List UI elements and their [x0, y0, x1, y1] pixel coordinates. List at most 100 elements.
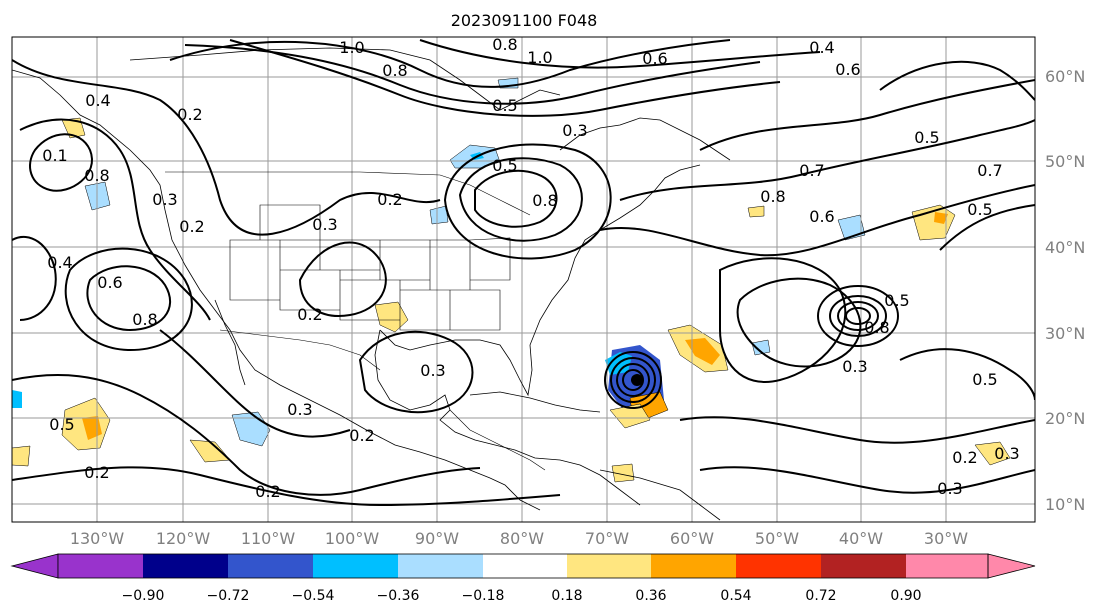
coastline-quebec — [559, 117, 731, 161]
contour-label: 0.2 — [177, 105, 202, 124]
colorbar-tick-label: 0.54 — [720, 588, 751, 604]
contour-label: 0.1 — [42, 146, 67, 165]
shade-patch-yellow-cyclone — [609, 403, 651, 429]
contour-label: 0.2 — [84, 463, 109, 482]
contour-label: 0.8 — [864, 318, 889, 337]
shade-patch-yellow-alaska — [61, 117, 86, 139]
shade-patch-blue-small — [751, 339, 771, 356]
coastline-mexico-central-america — [374, 329, 641, 506]
contour-label: 0.8 — [132, 310, 157, 329]
colorbar-segment — [736, 554, 821, 578]
contour-label: 0.8 — [532, 191, 557, 210]
contour-line-north-1 — [169, 39, 731, 88]
contour-label: 0.3 — [312, 215, 337, 234]
contour-east-line-1 — [899, 348, 1035, 401]
lat-label: 30°N — [1045, 324, 1085, 343]
contour-label: 0.2 — [179, 217, 204, 236]
contour-label: 0.6 — [97, 273, 122, 292]
longitude-labels: 130°W 120°W 110°W 100°W 90°W 80°W 70°W 6… — [70, 529, 968, 548]
lon-label: 50°W — [755, 529, 799, 548]
contour-atlantic-line-3 — [699, 79, 1035, 151]
shade-patch-cyan-edge — [12, 390, 22, 408]
coastline-caribbean-islands — [469, 391, 601, 413]
contour-label: 0.4 — [47, 253, 72, 272]
lon-label: 70°W — [585, 529, 629, 548]
colorbar-tick-label: −0.54 — [292, 588, 335, 604]
contour-label: 0.5 — [49, 415, 74, 434]
contour-cyclone-ring-4 — [604, 351, 662, 409]
contour-label: 0.8 — [382, 61, 407, 80]
shade-patch-yellow-north-atlantic — [747, 205, 765, 218]
lat-label: 40°N — [1045, 238, 1085, 257]
contour-atlantic-low-ring-4 — [817, 285, 899, 347]
contour-line-west-1 — [12, 59, 441, 236]
contour-label: 0.3 — [842, 357, 867, 376]
colorbar-segment — [651, 554, 736, 578]
contour-closed-pacific-2 — [64, 247, 193, 352]
contour-central-atlantic-ring — [736, 277, 862, 368]
contour-labels: 1.0 0.8 1.0 0.4 0.6 0.8 0.5 0.3 0.2 0.4 … — [42, 37, 1019, 501]
colorbar-tick-label: −0.36 — [377, 588, 420, 604]
contour-line-north-2 — [184, 44, 761, 105]
colorbar-segment — [313, 554, 398, 578]
contour-closed-pacific-1 — [86, 265, 171, 332]
contour-south-line-3 — [679, 416, 1035, 444]
colorbar-segment — [398, 554, 483, 578]
map-frame — [11, 36, 1036, 523]
contour-closed-plains — [298, 241, 387, 317]
coastline-pacific — [12, 69, 541, 511]
contour-label: 0.5 — [972, 370, 997, 389]
contour-mexico-line — [159, 329, 351, 438]
contour-label: 0.5 — [492, 156, 517, 175]
coastline-south-america — [599, 469, 721, 521]
colorbar-tick-label: −0.90 — [122, 588, 165, 604]
map-area: 1.0 0.8 1.0 0.4 0.6 0.8 0.5 0.3 0.2 0.4 … — [12, 37, 1035, 522]
contour-south-line-4 — [699, 466, 1035, 494]
shade-patch-blue-midwest — [429, 205, 449, 225]
contour-label: 0.5 — [914, 128, 939, 147]
contour-closed-alaska — [29, 133, 93, 192]
contour-label: 0.4 — [809, 38, 834, 57]
shade-patch-yellow-south — [611, 463, 635, 483]
political-borders — [165, 171, 546, 471]
contour-label: 0.3 — [152, 190, 177, 209]
contour-label: 0.7 — [977, 161, 1002, 180]
colorbar-segment — [483, 554, 567, 578]
contour-line-north-4 — [419, 39, 821, 69]
contour-closed-lakes-2 — [458, 157, 583, 242]
colorbar-tick-label: 0.18 — [551, 588, 582, 604]
contour-label: 0.4 — [85, 91, 110, 110]
colorbar-segment — [58, 554, 143, 578]
colorbar-tick-label: 0.36 — [635, 588, 666, 604]
contour-label: 0.6 — [642, 49, 667, 68]
colorbar-tick-label: 0.90 — [890, 588, 921, 604]
contour-label: 1.0 — [527, 48, 552, 67]
contour-label: 0.2 — [377, 190, 402, 209]
colorbar-segment — [228, 554, 313, 578]
colorbar-tick-label: −0.72 — [207, 588, 250, 604]
colorbar-frame — [57, 553, 989, 579]
lon-label: 100°W — [325, 529, 380, 548]
contour-label: 0.3 — [994, 444, 1019, 463]
colorbar-over-arrow — [987, 553, 1036, 579]
contour-east-line-2 — [939, 204, 1035, 251]
lat-label: 50°N — [1045, 152, 1085, 171]
colorbar-tick-label: 0.72 — [805, 588, 836, 604]
contour-atlantic-low-ring-2 — [837, 301, 879, 331]
latitude-labels: 60°N 50°N 40°N 30°N 20°N 10°N — [1045, 67, 1085, 514]
contour-label: 0.2 — [349, 426, 374, 445]
colorbar-segment — [143, 554, 228, 578]
contour-closed-gulf — [358, 330, 474, 414]
lat-label: 60°N — [1045, 67, 1085, 86]
contour-atlantic-line-2 — [619, 119, 1035, 201]
shade-patch-orange-northeast — [934, 212, 948, 224]
contour-label: 0.3 — [562, 121, 587, 140]
contour-label: 0.3 — [287, 400, 312, 419]
contour-label: 0.3 — [937, 479, 962, 498]
contour-closed-central-atlantic — [719, 257, 847, 383]
contour-atlantic-line-1 — [599, 184, 1035, 257]
lat-label: 10°N — [1045, 495, 1085, 514]
border-us-canada — [165, 171, 531, 216]
colorbar-tick-label: −0.18 — [462, 588, 505, 604]
lon-label: 40°W — [839, 529, 883, 548]
